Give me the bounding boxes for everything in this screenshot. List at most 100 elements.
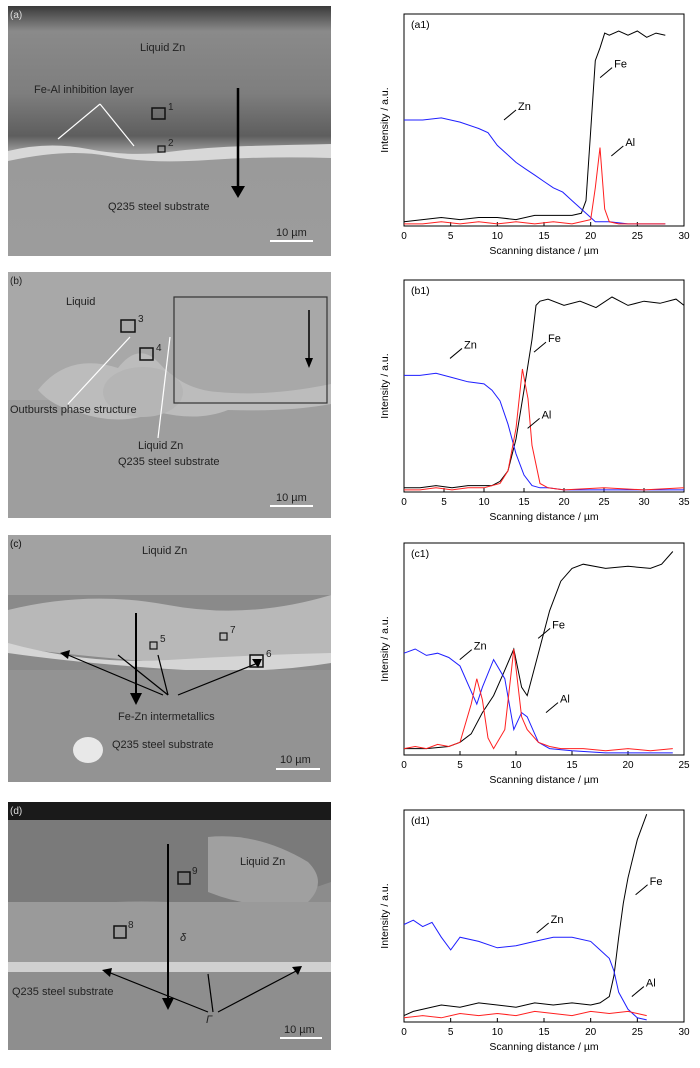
y-axis-label: Intensity / a.u. [379,353,391,418]
analysis-box-5 [149,641,158,650]
x-tick-label: 20 [585,1027,597,1038]
sem-panel-c: (c) Liquid Zn 5 6 7 Fe-Zn intermetallics… [8,535,331,782]
chart-panel-label: (a1) [411,19,430,31]
x-tick-label: 15 [518,497,530,508]
panel-label: (a) [10,10,23,21]
label-top: Liquid [66,296,96,308]
scale-bar-label: 10 µm [276,492,307,504]
series-line-fe [404,551,674,750]
analysis-box-4 [139,347,154,361]
x-tick-label: 20 [558,497,570,508]
x-tick-label: 15 [538,231,550,242]
x-tick-label: 5 [448,1027,454,1038]
label-bottom: Q235 steel substrate [12,986,114,998]
box-label-1: 1 [168,102,174,113]
analysis-box-2 [157,145,166,153]
series-label-fe: Fe [552,619,565,631]
x-tick-label: 30 [638,497,650,508]
line-scan-chart-b1: 0 5 10 15 20 25 30 35 Scanning distance / µm Inte… [379,279,690,523]
plot-frame [403,13,685,227]
x-tick-label: 10 [510,760,522,771]
x-tick-label: 20 [622,760,634,771]
series-line-zn [404,117,666,225]
analysis-box-6 [249,654,264,668]
analysis-box-8 [113,925,127,939]
x-tick-label: 5 [441,497,447,508]
label-outbursts: Outbursts phase structure [10,404,137,416]
series-pointer [536,922,549,934]
series-pointer [459,649,473,660]
chart-panel-label: (d1) [411,815,430,827]
analysis-box-1 [151,107,166,120]
series-label-al: Al [542,409,552,421]
line-scan-chart-c1: 0 5 10 15 20 25 Scanning distance / µm Intensit… [379,542,690,786]
series-label-zn: Zn [518,101,531,113]
series-line-al [403,648,673,752]
label-top: Liquid Zn [240,856,286,868]
x-axis-label: Scanning distance / µm [489,1041,599,1053]
x-tick-label: 15 [538,1027,550,1038]
series-pointer [537,628,551,639]
x-tick-label: 0 [401,497,407,508]
series-line-fe [404,296,685,489]
series-label-fe: Fe [614,59,627,71]
x-axis-label: Scanning distance / µm [489,774,599,786]
label-layer: Fe-Al inhibition layer [34,84,134,96]
x-tick-label: 35 [678,497,690,508]
series-pointer [635,884,648,896]
series-label-fe: Fe [548,333,561,345]
series-pointer [545,702,559,713]
label-bottom: Q235 steel substrate [112,739,214,751]
scale-bar-label: 10 µm [284,1024,315,1036]
x-tick-label: 25 [632,1027,644,1038]
panel-label: (c) [10,539,22,550]
analysis-box-9 [177,871,191,885]
analysis-box-3 [120,319,136,333]
y-axis-label: Intensity / a.u. [379,87,391,152]
label-intermetallics: Fe-Zn intermetallics [118,711,215,723]
x-tick-label: 5 [457,760,463,771]
panel-label: (d) [10,806,23,817]
series-label-zn: Zn [464,339,477,351]
box-label-3: 3 [138,314,144,325]
x-tick-label: 30 [678,231,690,242]
x-tick-label: 25 [632,231,644,242]
series-line-al [403,1010,647,1019]
label-liquid-zn: Liquid Zn [138,440,184,452]
label-top: Liquid Zn [140,42,186,54]
series-line-zn [403,648,673,754]
plot-frame [403,279,685,493]
x-tick-label: 5 [448,231,454,242]
series-label-zn: Zn [551,914,564,926]
plot-frame [403,542,685,756]
series-pointer [527,418,540,429]
box-label-8: 8 [128,920,134,931]
panel-label: (b) [10,276,23,287]
series-line-al [404,147,666,225]
x-axis-label: Scanning distance / µm [489,511,599,523]
label-gamma: Γ [206,1014,213,1026]
x-tick-label: 10 [492,231,504,242]
sem-panel-d: (d) Liquid Zn 9 8 δ Q235 steel substrate… [8,802,331,1050]
chart-panel-label: (b1) [411,285,430,297]
series-pointer [599,67,613,78]
x-tick-label: 15 [566,760,578,771]
sem-panel-b: (b) Liquid 3 4 Outbursts phase structure… [8,272,331,518]
series-line-fe [403,30,666,223]
box-label-4: 4 [156,343,162,354]
box-label-2: 2 [168,138,174,149]
label-delta: δ [180,932,187,944]
x-tick-label: 20 [585,231,597,242]
series-pointer [533,341,547,353]
series-label-al: Al [625,137,635,149]
line-scan-chart-a1: 0 5 10 15 20 25 30 Scanning distance / µm Intens… [379,13,690,257]
plot-frame [403,809,685,1023]
label-bottom: Q235 steel substrate [118,456,220,468]
series-label-fe: Fe [650,876,663,888]
series-label-al: Al [646,978,656,990]
line-scan-chart-d1: 0 5 10 15 20 25 30 Scanning distance / µm Intens… [379,809,690,1053]
scale-bar-label: 10 µm [276,227,307,239]
series-line-zn [403,919,647,1021]
box-label-7: 7 [230,625,236,636]
series-pointer [631,986,645,997]
